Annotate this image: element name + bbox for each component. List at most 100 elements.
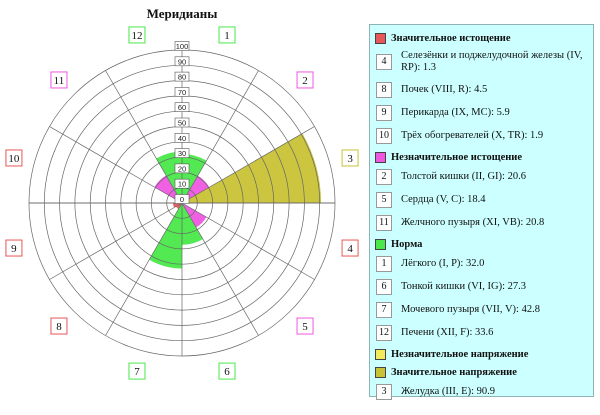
tick-box — [174, 178, 190, 189]
grid-spoke — [105, 202, 183, 336]
grid-spoke — [105, 70, 183, 204]
sector-bar-7 — [149, 203, 182, 269]
sector-number-box — [296, 71, 314, 89]
tick-box — [174, 102, 190, 112]
legend-item-text: Почек (VIII, R): 4.5 — [401, 83, 488, 95]
tick-box — [174, 163, 190, 174]
legend-item-number: 1 — [376, 255, 392, 272]
legend-item-text: Перикарда (IX, MC): 5.9 — [401, 106, 510, 118]
sector-number-box — [296, 317, 314, 335]
tick-label: 90 — [178, 57, 186, 66]
sector-number-label: 6 — [224, 366, 230, 378]
tick-box — [174, 194, 190, 204]
sector-number-label: 2 — [302, 75, 308, 87]
legend-group-major_depletion: Значительное истощение — [375, 29, 593, 47]
sector-number-box — [128, 26, 146, 44]
tick-box — [174, 41, 190, 51]
legend-item: 12 Печени (XII, F): 33.6 — [375, 322, 593, 343]
tick-box — [174, 133, 190, 143]
sector-number-label: 10 — [8, 153, 20, 165]
sector-number-label: 1 — [224, 30, 230, 42]
sector-number-box — [341, 239, 359, 257]
tick-label: 10 — [178, 180, 186, 189]
legend-group-label: Норма — [391, 238, 423, 250]
sector-number-box — [5, 239, 23, 257]
legend-item-number: 10 — [376, 127, 392, 144]
grid-spoke — [49, 126, 183, 204]
grid-spoke — [49, 202, 183, 280]
legend-item: 3 Желудка (III, E): 90.9 — [375, 381, 593, 402]
legend-item: 5 Сердца (V, C): 18.4 — [375, 189, 593, 210]
legend-item-text: Трёх обогревателей (X, TR): 1.9 — [401, 129, 544, 141]
grid-spoke — [181, 202, 259, 336]
chart-title: Меридианы — [146, 6, 218, 21]
sector-number-label: 8 — [56, 321, 62, 333]
tick-box — [174, 56, 190, 67]
legend-item: 6 Тонкой кишки (VI, IG): 27.3 — [375, 276, 593, 297]
legend-item: 1 Лёгкого (I, P): 32.0 — [375, 253, 593, 274]
tick-label: 20 — [178, 164, 186, 173]
tick-label: 50 — [178, 119, 186, 128]
grid-spoke — [181, 202, 315, 280]
sector-bar-8 — [176, 203, 182, 209]
legend-item: 9 Перикарда (IX, MC): 5.9 — [375, 102, 593, 123]
grid-spoke — [181, 126, 315, 204]
legend-group-label: Незначительное напряжение — [391, 348, 529, 360]
legend-group-label: Значительное истощение — [391, 32, 511, 44]
tick-label: 100 — [176, 42, 189, 51]
sector-number-box — [128, 362, 146, 380]
sector-number-box — [218, 362, 236, 380]
legend-item-number: 4 — [376, 54, 392, 70]
sector-bar-3 — [182, 133, 322, 203]
legend-group-label: Незначительное истощение — [391, 151, 523, 163]
tick-box — [174, 71, 190, 82]
sector-number-label: 4 — [347, 243, 353, 255]
legend-item-number: 5 — [376, 191, 392, 208]
legend-item: 4 Селезёнки и поджелудочной железы (IV, R… — [375, 47, 593, 77]
legend-swatch — [375, 238, 386, 250]
legend-item-text: Желудка (III, E): 90.9 — [401, 385, 495, 397]
sector-number-label: 7 — [134, 366, 140, 378]
legend-group-minor_tension: Незначительное напряжение — [375, 345, 593, 363]
legend-group-major_tension: Значительное напряжение — [375, 363, 593, 381]
tick-box — [174, 148, 190, 158]
legend-item-text: Мочевого пузыря (VII, V): 42.8 — [401, 303, 540, 315]
legend-group-label: Значительное напряжение — [391, 366, 517, 378]
legend-item-number: 2 — [376, 168, 392, 185]
legend-item-text: Толстой кишки (II, GI): 20.6 — [401, 170, 526, 182]
legend-swatch — [375, 151, 386, 163]
legend-item-text: Сердца (V, C): 18.4 — [401, 193, 486, 205]
tick-box — [174, 87, 190, 97]
legend-item: 10 Трёх обогревателей (X, TR): 1.9 — [375, 125, 593, 146]
sector-number-label: 9 — [11, 243, 17, 255]
sector-bar-6 — [182, 203, 203, 245]
legend-group-norm: Норма — [375, 235, 593, 253]
legend-swatch — [375, 32, 386, 44]
legend-group-minor_depletion: Незначительное истощение — [375, 148, 593, 166]
legend-item: 11 Желчного пузыря (XI, VB): 20.8 — [375, 212, 593, 233]
tick-label: 0 — [180, 195, 184, 204]
sector-bar-5 — [182, 203, 207, 228]
tick-box — [174, 117, 190, 128]
sector-number-box — [341, 149, 359, 167]
sector-number-box — [5, 149, 23, 167]
sector-number-label: 5 — [302, 321, 308, 333]
legend-swatch — [375, 366, 386, 378]
legend-item: 2 Толстой кишки (II, GI): 20.6 — [375, 166, 593, 187]
legend-item-number: 11 — [376, 214, 392, 231]
legend-item-number: 7 — [376, 301, 392, 318]
legend-panel: Значительное истощение 4 Селезёнки и подже… — [369, 24, 594, 400]
legend-item-number: 8 — [376, 81, 392, 98]
legend-item-text: Селезёнки и поджелудочной железы (IV, RP… — [401, 50, 583, 73]
legend-item-text: Тонкой кишки (VI, IG): 27.3 — [401, 280, 527, 292]
sector-number-label: 12 — [131, 30, 142, 42]
grid-spoke — [181, 70, 259, 204]
sector-number-box — [50, 71, 68, 89]
legend-item-number: 6 — [376, 278, 392, 295]
tick-label: 80 — [178, 73, 186, 82]
tick-label: 60 — [178, 103, 186, 112]
legend-item-text: Печени (XII, F): 33.6 — [401, 326, 494, 338]
legend-swatch — [375, 348, 386, 360]
legend-item-number: 9 — [376, 104, 392, 121]
